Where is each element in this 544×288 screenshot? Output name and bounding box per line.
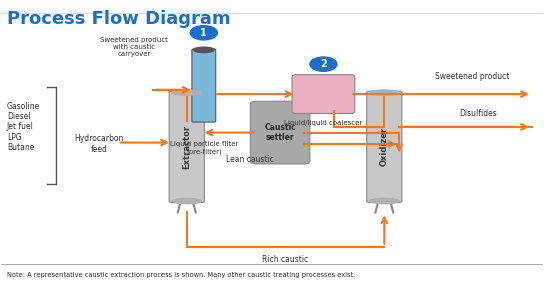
Text: Hydrocarbon
feed: Hydrocarbon feed bbox=[74, 134, 123, 154]
Text: Lean caustic: Lean caustic bbox=[226, 156, 274, 164]
Text: Caustic
settler: Caustic settler bbox=[264, 123, 296, 142]
Text: Liquid/liquid coalescer: Liquid/liquid coalescer bbox=[285, 120, 362, 126]
FancyBboxPatch shape bbox=[292, 75, 355, 113]
Text: Oxidizer: Oxidizer bbox=[380, 127, 389, 166]
Text: Disulfides: Disulfides bbox=[459, 109, 497, 118]
Ellipse shape bbox=[172, 198, 202, 204]
FancyBboxPatch shape bbox=[169, 91, 205, 202]
Ellipse shape bbox=[172, 90, 202, 95]
Text: Extractor: Extractor bbox=[182, 125, 191, 169]
Text: Process Flow Diagram: Process Flow Diagram bbox=[7, 10, 231, 28]
FancyBboxPatch shape bbox=[192, 49, 216, 122]
Ellipse shape bbox=[369, 198, 399, 204]
Circle shape bbox=[310, 57, 337, 71]
Text: 1: 1 bbox=[200, 28, 207, 38]
Text: Liquid particle filter
(pre-filter): Liquid particle filter (pre-filter) bbox=[170, 141, 238, 155]
Text: Note: A representative caustic extraction process is shown. Many other caustic t: Note: A representative caustic extractio… bbox=[7, 272, 355, 278]
Circle shape bbox=[190, 26, 218, 40]
Text: 2: 2 bbox=[320, 59, 327, 69]
FancyBboxPatch shape bbox=[250, 101, 310, 164]
Ellipse shape bbox=[369, 90, 399, 95]
Text: Rich caustic: Rich caustic bbox=[262, 255, 308, 264]
FancyBboxPatch shape bbox=[367, 91, 402, 202]
Text: Sweetened product
with caustic
carryover: Sweetened product with caustic carryover bbox=[100, 37, 168, 57]
Text: Sweetened product: Sweetened product bbox=[435, 72, 509, 81]
Ellipse shape bbox=[194, 47, 214, 53]
Text: Gasoline
Diesel
Jet fuel
LPG
Butane: Gasoline Diesel Jet fuel LPG Butane bbox=[7, 102, 40, 152]
